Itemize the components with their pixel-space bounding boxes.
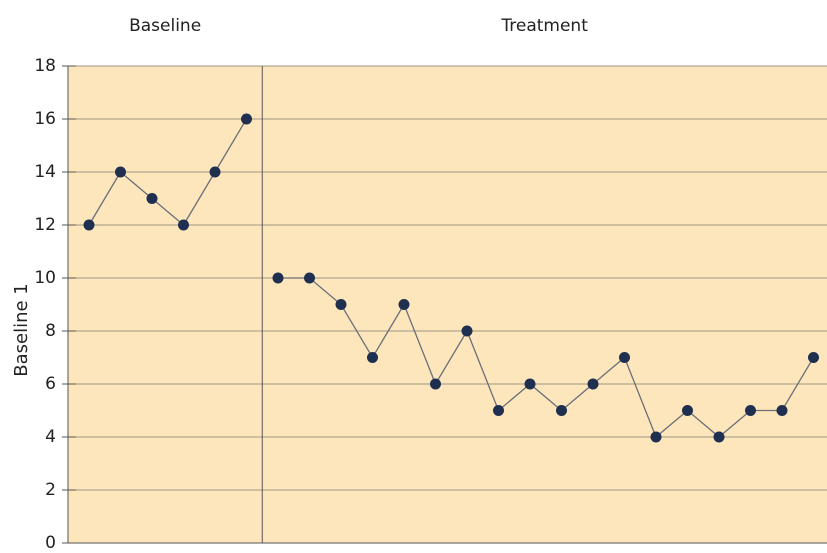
data-point <box>556 405 567 416</box>
data-point <box>178 219 189 231</box>
y-tick-label: 2 <box>45 480 56 500</box>
data-point <box>241 113 252 125</box>
y-tick-label: 12 <box>34 215 56 235</box>
data-point <box>335 299 347 310</box>
data-point <box>209 166 221 178</box>
data-point <box>650 431 662 443</box>
data-point <box>304 272 315 284</box>
y-tick-label: 14 <box>34 162 56 182</box>
data-point <box>776 405 788 416</box>
y-axis-label: Baseline 1 <box>11 283 32 377</box>
data-point <box>461 325 473 337</box>
data-point <box>115 166 126 178</box>
data-point <box>808 352 819 363</box>
y-tick-label: 4 <box>45 427 56 447</box>
y-tick-label: 10 <box>34 268 56 288</box>
phase-label: Treatment <box>500 16 588 36</box>
y-tick-label: 6 <box>45 374 56 394</box>
data-point <box>493 405 504 416</box>
y-tick-label: 0 <box>45 533 56 553</box>
data-point <box>713 431 725 443</box>
data-point <box>430 378 441 390</box>
data-point <box>83 219 95 231</box>
data-line <box>278 277 815 439</box>
data-point <box>587 378 599 390</box>
data-line <box>88 118 248 226</box>
y-tick-label: 18 <box>34 56 56 76</box>
data-point <box>682 405 693 416</box>
data-point <box>367 352 378 363</box>
data-point <box>146 193 158 204</box>
plot-background <box>68 66 827 543</box>
data-point <box>745 405 756 416</box>
y-tick-label: 16 <box>34 109 56 129</box>
y-tick-label: 8 <box>45 321 56 341</box>
data-point <box>272 272 284 284</box>
data-point <box>524 378 536 390</box>
data-point <box>398 299 410 310</box>
data-point <box>619 352 630 363</box>
phase-label: Baseline <box>129 16 201 36</box>
